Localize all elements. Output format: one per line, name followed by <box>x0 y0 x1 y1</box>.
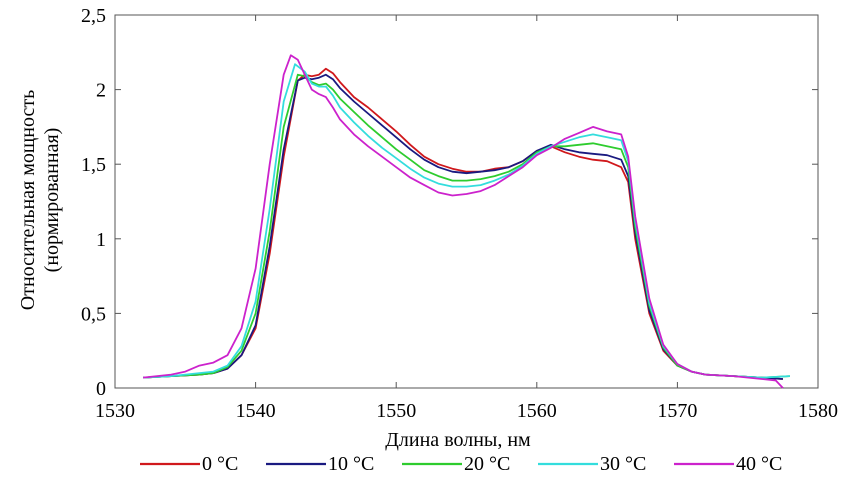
series-line-5 <box>143 54 784 389</box>
y-tick-label: 0,5 <box>81 303 106 325</box>
plot-area <box>114 14 819 389</box>
axis-ticks: 1530 1540 1550 1560 1570 1580 0 0,5 1 1,5 2 2,5 <box>81 5 838 422</box>
y-axis-label: Относительная мощность (нормированная) <box>17 90 63 310</box>
legend-label-4: 30 °C <box>600 453 646 475</box>
y-tick-label: 2,5 <box>81 5 106 27</box>
x-axis-label: Длина волны, нм <box>385 429 531 451</box>
y-tick-label: 1 <box>96 229 106 251</box>
legend: 0 °C 10 °C 20 °C 30 °C 40 °C <box>140 453 782 475</box>
x-tick-label: 1530 <box>95 400 135 422</box>
x-tick-label: 1550 <box>376 400 416 422</box>
y-tick-label: 0 <box>96 378 106 400</box>
y-axis-label-line-1: Относительная мощность <box>17 90 39 310</box>
legend-label-3: 20 °C <box>464 453 510 475</box>
x-tick-label: 1540 <box>236 400 276 422</box>
y-axis-label-line-2: (нормированная) <box>41 128 63 273</box>
x-tick-label: 1580 <box>798 400 838 422</box>
y-tick-label: 2 <box>96 80 106 102</box>
legend-label-5: 40 °C <box>736 453 782 475</box>
x-tick-label: 1570 <box>657 400 697 422</box>
legend-label-2: 10 °C <box>328 453 374 475</box>
series-line-2 <box>143 73 783 380</box>
y-tick-label: 1,5 <box>81 154 106 176</box>
plot-frame <box>114 14 819 389</box>
legend-label-1: 0 °C <box>202 453 238 475</box>
x-tick-label: 1560 <box>517 400 557 422</box>
